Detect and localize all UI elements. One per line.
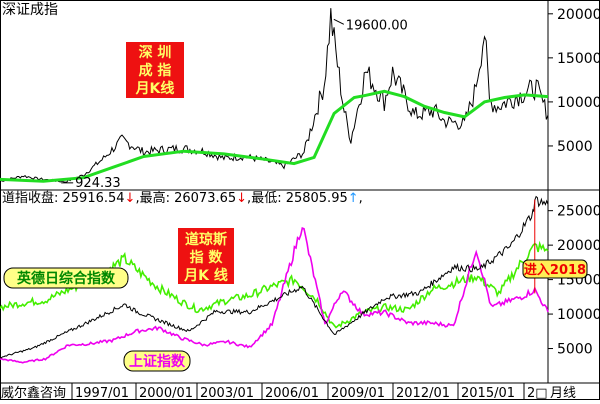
high-label: 最高:	[140, 190, 175, 206]
dow-caption-line: 指 数	[190, 249, 224, 266]
y-tick-label: 10000	[557, 95, 600, 111]
ftse-legend-label: 英德日综合指数	[16, 270, 116, 287]
x-axis-unit: 月线	[550, 386, 576, 400]
close-value: 25916.54	[63, 191, 125, 206]
separator: ,	[135, 191, 139, 206]
dow-caption-box	[178, 228, 234, 284]
x-axis: 威尔鑫咨询 1997/01 2000/01 2003/01 2006/01 2009/01…	[1, 383, 576, 401]
x-tick-label: 1997/01	[75, 386, 129, 400]
close-label: 道指收盘:	[2, 190, 63, 206]
szse-moving-average	[0, 89, 549, 183]
x-tick-label: 2006/01	[265, 386, 319, 400]
dow-caption-line: 道琼斯	[185, 231, 227, 248]
peak-leader	[333, 18, 345, 25]
high-arrow: ↓	[236, 191, 247, 206]
y-tick-label: 5000	[557, 342, 593, 358]
szse-caption-line: 月K线	[135, 80, 175, 97]
y-tick-label: 25000	[557, 204, 600, 220]
x-tick-label: 2□	[527, 386, 548, 400]
szse-caption-line: 成 指	[139, 62, 172, 79]
szse-caption-line: 深 圳	[139, 44, 172, 61]
peak-label: 19600.00	[346, 18, 408, 33]
ftse-legend-pill	[3, 267, 129, 289]
entry-2018-pill	[522, 259, 588, 279]
y-tick-label: 5000	[557, 139, 593, 155]
info-bar: 道指收盘: 25916.54↓,最高: 26073.65↓,最低: 25805.…	[2, 190, 363, 206]
separator: ,	[359, 191, 363, 206]
dow-jones-line	[0, 195, 549, 359]
close-arrow: ↓	[125, 191, 136, 206]
y-tick-label: 15000	[557, 51, 600, 67]
low-value: 25805.95	[286, 191, 348, 206]
x-tick-label: 2009/01	[331, 386, 385, 400]
y-tick-label: 20000	[557, 238, 600, 254]
x-tick-label: 2015/01	[461, 386, 515, 400]
x-tick-label: 2012/01	[396, 386, 450, 400]
shenzhen-component-chart: 5000 10000 15000 20000 深证成指 19600.00 924.33 深 圳…	[0, 2, 600, 191]
shanghai-legend-label: 上证指数	[129, 353, 186, 370]
low-label: 最低:	[251, 191, 286, 206]
x-tick-label: 2000/01	[139, 386, 193, 400]
chart-title: 深证成指	[2, 2, 58, 18]
source-label: 威尔鑫咨询	[1, 385, 66, 400]
low-arrow: ↑	[348, 191, 359, 206]
y-tick-label: 10000	[557, 307, 600, 323]
low-label: 924.33	[75, 176, 121, 191]
separator: ,	[247, 191, 251, 206]
high-value: 26073.65	[174, 191, 236, 206]
entry-2018-label: 进入2018	[524, 263, 586, 278]
x-tick-label: 2003/01	[200, 386, 254, 400]
y-tick-label: 20000	[557, 7, 600, 23]
szse-caption-box	[126, 42, 184, 98]
shanghai-index-line	[0, 227, 549, 364]
shanghai-legend-pill	[123, 350, 191, 372]
dow-caption-line: 月K 线	[183, 267, 228, 284]
